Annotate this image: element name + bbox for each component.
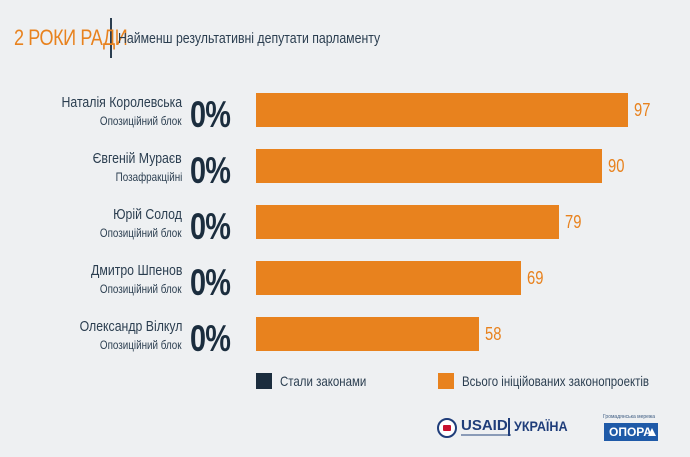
chart-row: Дмитро Шпенов Опозиційний блок 0% 69 [0,256,690,312]
usaid-underline [461,434,511,436]
chart-row: Наталія Королевська Опозиційний блок 0% 97 [0,88,690,144]
chart-title: Найменш результативні депутати парламент… [118,29,381,47]
usaid-logo: USAID [461,417,508,434]
opora-logo-text: ОПОРА [609,425,652,439]
deputy-name: Дмитро Шпенов [90,262,182,279]
opora-tagline: Громадянська мережа [603,414,656,420]
chart-row: Юрій Солод Опозиційний блок 0% 79 [0,200,690,256]
laws-percent-label: 0% [190,94,231,135]
chart-row: Євгеній Мураєв Позафракційні 0% 90 [0,144,690,200]
deputy-name: Наталія Королевська [61,94,182,111]
deputy-party: Опозиційний блок [100,226,182,240]
bar-value-label: 69 [527,268,544,288]
deputy-name: Олександр Вілкул [79,318,182,335]
bar-value-label: 58 [485,324,502,344]
opora-triangle-icon [648,428,656,436]
laws-percent-label: 0% [190,318,231,359]
ukraine-logo-text: УКРАЇНА [514,418,568,434]
total-bills-bar [256,317,479,351]
total-bills-bar [256,205,559,239]
deputy-name: Євгеній Мураєв [92,150,182,167]
footer-logos: USAID УКРАЇНА Громадянська мережа ОПОРА [0,414,690,444]
legend-label-total: Всього ініційованих законопроектів [462,373,650,389]
total-bills-bar [256,261,521,295]
deputy-party: Позафракційні [115,170,182,184]
usaid-seal-logo [437,418,457,438]
laws-percent-label: 0% [190,150,231,191]
logo-divider [508,418,510,436]
legend-swatch-laws [256,373,272,389]
bar-value-label: 79 [565,212,582,232]
laws-percent-label: 0% [190,206,231,247]
legend: Стали законами Всього ініційованих закон… [256,373,690,389]
opora-logo: ОПОРА [604,423,658,441]
header: 2 РОКИ РАДИ Найменш результативні депута… [14,18,438,58]
bar-value-label: 90 [608,156,625,176]
legend-swatch-total [438,373,454,389]
bar-value-label: 97 [634,100,651,120]
deputy-name: Юрій Солод [113,206,182,223]
brand-title: 2 РОКИ РАДИ [14,25,128,50]
legend-label-laws: Стали законами [280,373,367,389]
deputy-party: Опозиційний блок [100,114,182,128]
deputy-party: Опозиційний блок [100,282,182,296]
chart-row: Олександр Вілкул Опозиційний блок 0% 58 [0,312,690,368]
header-divider [110,18,112,58]
laws-percent-label: 0% [190,262,231,303]
deputy-party: Опозиційний блок [100,338,182,352]
total-bills-bar [256,93,628,127]
total-bills-bar [256,149,602,183]
